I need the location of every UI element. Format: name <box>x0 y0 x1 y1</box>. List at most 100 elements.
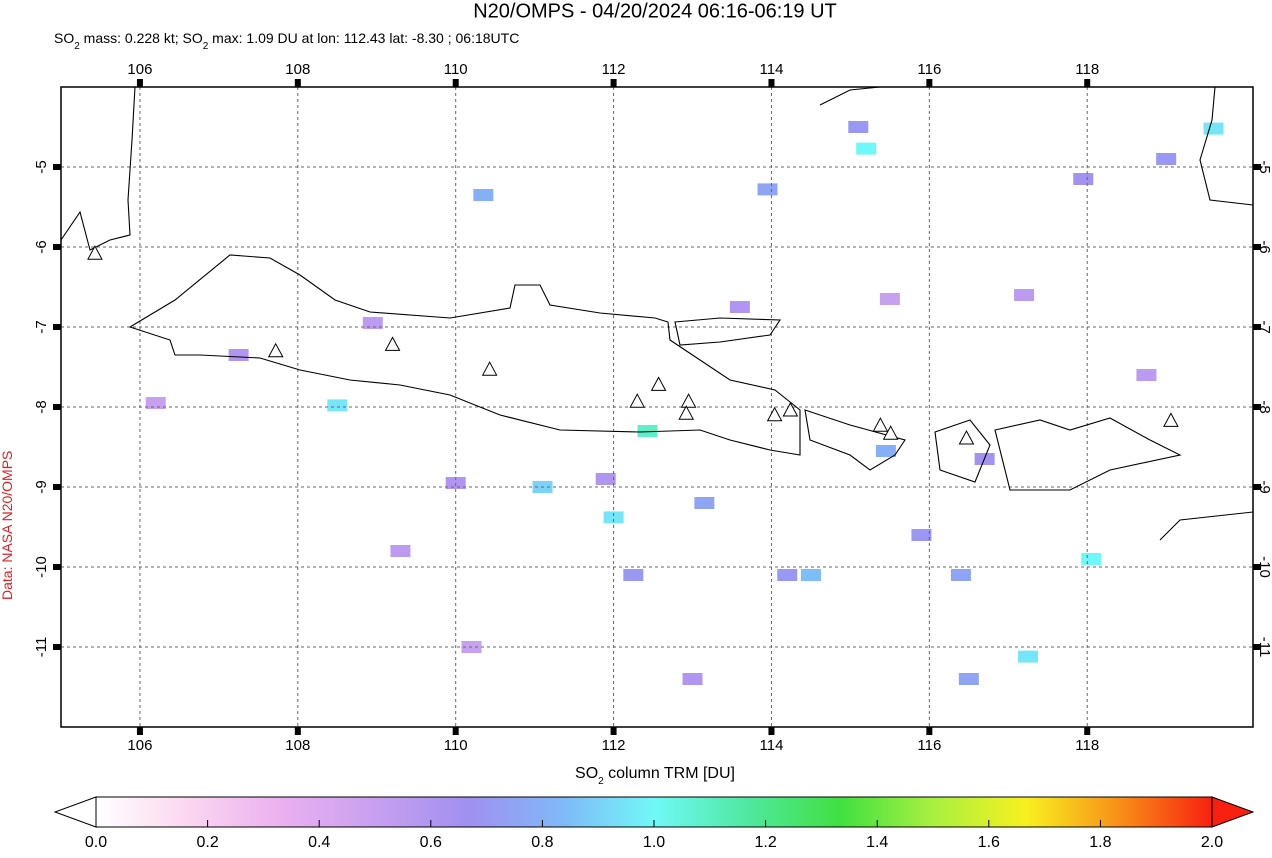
coastline <box>674 317 782 346</box>
cells <box>145 121 1224 685</box>
so2-cell <box>1156 153 1177 165</box>
colorbar-ticks: 0.0 0.2 0.4 0.6 0.8 1.0 1.2 1.4 1.6 1.8 2.0 <box>85 820 1223 851</box>
colorbar-tick-label: 1.2 <box>754 834 776 851</box>
y-tick-label: -5 <box>1256 160 1272 173</box>
text-part: SO <box>54 30 74 46</box>
x-tick-label: 116 <box>917 61 941 78</box>
coastline <box>934 419 991 483</box>
x-tick-label: 108 <box>285 61 310 78</box>
volcanoes <box>87 245 1179 445</box>
chart-title: N20/OMPS - 04/20/2024 06:16-06:19 UT <box>473 0 837 22</box>
x-tick-label: 110 <box>444 737 468 754</box>
text-part: mass: 0.228 kt; SO <box>80 30 203 46</box>
so2-cell <box>729 301 750 313</box>
so2-cell <box>595 473 616 485</box>
volcano <box>481 361 498 376</box>
subscript: 2 <box>203 41 209 52</box>
y-tick-label: -10 <box>1256 556 1272 578</box>
grid <box>61 87 1253 727</box>
x-axis-label: SO2 column TRM [DU] <box>575 765 735 787</box>
colorbar-tick-label: 2.0 <box>1201 834 1223 851</box>
text-part: max: 1.09 DU at lon: 112.43 lat: -8.30 ;… <box>208 30 519 46</box>
volcano <box>629 393 646 408</box>
x-tick-label: 118 <box>1075 61 1099 78</box>
x-tick-label: 112 <box>602 737 626 754</box>
y-tick-label: -5 <box>33 160 50 173</box>
colorbar-tick-label: 1.6 <box>978 834 1000 851</box>
so2-cell <box>603 511 624 524</box>
so2-cell <box>228 349 249 361</box>
x-tick-label: 106 <box>127 61 152 78</box>
so2-cell <box>1014 289 1035 301</box>
y-tick-label: -8 <box>33 400 50 413</box>
so2-cell <box>879 293 900 305</box>
so2-cell <box>390 545 411 557</box>
so2-cell <box>327 399 348 412</box>
x-tick-label: 114 <box>760 737 784 754</box>
y-tick-label: -9 <box>1256 480 1272 493</box>
x-tick-label: 106 <box>127 737 152 754</box>
y-tick-label: -6 <box>33 240 50 253</box>
volcano <box>958 429 975 445</box>
colorbar-tick-label: 1.0 <box>643 834 665 851</box>
y-tick-label: -11 <box>33 637 50 658</box>
so2-cell <box>1081 553 1102 565</box>
y-tick-label: -6 <box>1256 240 1272 253</box>
colorbar-tick-label: 1.4 <box>866 834 888 851</box>
subscript: 2 <box>74 41 80 52</box>
so2-cell <box>637 425 658 437</box>
volcano <box>782 401 799 417</box>
so2-cell <box>623 569 644 581</box>
so2-cell <box>856 142 877 155</box>
colorbar-over <box>1211 796 1255 828</box>
so2-cell <box>1203 122 1224 135</box>
y-tick-label: -7 <box>33 320 50 333</box>
y-tick-label: -10 <box>33 556 50 578</box>
volcano <box>882 425 899 440</box>
colorbar-tick-label: 0.8 <box>531 834 553 851</box>
so2-cell <box>473 189 494 201</box>
coastline <box>819 87 881 106</box>
so2-cell <box>950 569 971 581</box>
so2-cell <box>911 529 932 541</box>
volcano <box>650 376 667 391</box>
x-tick-label: 116 <box>917 737 941 754</box>
coastline <box>61 87 136 251</box>
so2-cell <box>1136 369 1157 381</box>
so2-cell <box>800 569 821 581</box>
coastline <box>1159 511 1253 541</box>
coastline <box>128 254 801 456</box>
credit: Data: NASA N20/OMPS <box>0 451 15 600</box>
colorbar-under <box>53 796 97 828</box>
coastline <box>1199 87 1253 206</box>
volcano <box>872 417 889 432</box>
so2-cell <box>682 673 703 685</box>
x-tick-label: 118 <box>1075 737 1099 754</box>
so2-cell <box>1018 650 1039 663</box>
so2-cell <box>777 569 798 581</box>
volcano <box>1163 412 1179 427</box>
colorbar-tick-label: 0.0 <box>85 834 107 851</box>
so2-cell <box>875 445 896 457</box>
x-tick-label: 108 <box>285 737 310 754</box>
so2-cell <box>145 397 166 409</box>
coastline <box>994 417 1182 491</box>
so2-cell <box>1073 173 1094 185</box>
text-part: SO <box>575 765 598 782</box>
colorbar-tick-label: 0.4 <box>308 834 330 851</box>
so2-cell <box>362 317 383 329</box>
x-tick-label: 110 <box>444 61 468 78</box>
chart-subtitle: SO2 mass: 0.228 kt; SO2 max: 1.09 DU at … <box>54 30 519 52</box>
y-tick-label: -11 <box>1256 637 1272 658</box>
y-tick-label: -7 <box>1256 320 1272 333</box>
colorbar-tick-label: 0.6 <box>420 834 442 851</box>
x-tick-label: 114 <box>760 61 784 78</box>
volcano <box>384 336 401 351</box>
volcano <box>766 406 783 422</box>
volcano <box>267 342 284 358</box>
coastline <box>804 409 906 471</box>
so2-cell <box>848 121 869 133</box>
coastlines <box>61 87 1253 541</box>
